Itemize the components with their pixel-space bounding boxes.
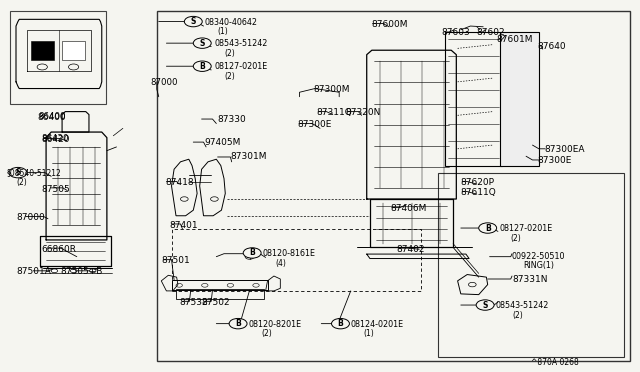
Text: 86420: 86420 (42, 135, 70, 144)
Bar (10, 11, 106, 104)
Text: ^870A 0268: ^870A 0268 (531, 358, 579, 367)
Text: (4): (4) (275, 259, 286, 267)
Text: 08124-0201E: 08124-0201E (351, 320, 404, 329)
Text: 87301M: 87301M (230, 153, 267, 161)
Circle shape (68, 64, 79, 70)
Text: 87300EA: 87300EA (544, 145, 584, 154)
Text: 87505: 87505 (42, 185, 70, 194)
Text: (2): (2) (224, 72, 235, 81)
Text: 87601M: 87601M (496, 35, 532, 44)
Text: 86400: 86400 (39, 112, 66, 121)
Circle shape (243, 248, 261, 258)
Circle shape (193, 61, 211, 71)
Bar (445, 32, 502, 166)
Circle shape (184, 16, 202, 27)
Text: (2): (2) (16, 178, 27, 187)
Circle shape (90, 269, 96, 273)
Text: S: S (15, 168, 20, 177)
Text: 87330: 87330 (218, 115, 246, 124)
Text: 08543-51242: 08543-51242 (496, 301, 549, 310)
Text: 66860R: 66860R (42, 245, 77, 254)
Circle shape (9, 167, 27, 178)
Text: 87300E: 87300E (298, 120, 332, 129)
Text: B: B (338, 319, 343, 328)
Bar (62, 41, 85, 60)
Circle shape (51, 269, 58, 273)
Text: 87620P: 87620P (461, 178, 495, 187)
Text: 86400: 86400 (37, 113, 65, 122)
Circle shape (332, 318, 349, 329)
Text: 87300E: 87300E (538, 156, 572, 165)
Text: (2): (2) (512, 311, 523, 320)
Text: 97405M: 97405M (205, 138, 241, 147)
Text: (2): (2) (224, 49, 235, 58)
Text: 87505+B: 87505+B (61, 267, 103, 276)
Text: 87401: 87401 (170, 221, 198, 230)
Circle shape (479, 223, 497, 233)
Text: 87502: 87502 (202, 298, 230, 307)
Text: 08340-40642: 08340-40642 (205, 18, 258, 27)
Bar (438, 173, 624, 357)
Text: 87406M: 87406M (390, 204, 427, 213)
Text: S: S (191, 17, 196, 26)
Text: 08127-0201E: 08127-0201E (499, 224, 552, 233)
Text: 87532: 87532 (179, 298, 208, 307)
Text: 87000: 87000 (150, 78, 178, 87)
Text: 08120-8161E: 08120-8161E (262, 249, 316, 258)
Text: RING(1): RING(1) (524, 261, 554, 270)
Text: 86420: 86420 (42, 134, 69, 143)
Text: 87418: 87418 (165, 178, 194, 187)
Text: 87600M: 87600M (371, 20, 408, 29)
Text: B: B (250, 248, 255, 257)
Text: 87320N: 87320N (346, 108, 381, 117)
Text: 87300M: 87300M (314, 85, 350, 94)
Bar (157, 11, 630, 361)
Text: S: S (483, 301, 488, 310)
Text: 87311Q: 87311Q (317, 108, 353, 117)
Circle shape (70, 269, 77, 273)
Text: (1): (1) (364, 329, 374, 338)
Text: 00922-50510: 00922-50510 (512, 252, 566, 261)
Text: 87000: 87000 (16, 213, 45, 222)
Bar (176, 289, 264, 299)
Text: 87602: 87602 (477, 28, 506, 37)
Bar (500, 32, 539, 166)
Text: B: B (200, 62, 205, 71)
Text: 87402: 87402 (397, 245, 426, 254)
Text: B: B (485, 224, 490, 232)
Text: S: S (200, 39, 205, 48)
Text: (2): (2) (261, 329, 272, 338)
Circle shape (229, 318, 247, 329)
Text: 08127-0201E: 08127-0201E (214, 62, 268, 71)
Text: 08120-8201E: 08120-8201E (248, 320, 301, 329)
Circle shape (476, 300, 494, 310)
Text: (2): (2) (511, 234, 522, 243)
Text: §08540-51212: §08540-51212 (6, 169, 61, 177)
Text: 87611Q: 87611Q (461, 188, 497, 197)
Text: 87501A: 87501A (16, 267, 51, 276)
Bar (172, 280, 268, 290)
Text: 08543-51242: 08543-51242 (214, 39, 268, 48)
Text: 87331N: 87331N (512, 275, 547, 284)
Text: B: B (236, 319, 241, 328)
Circle shape (193, 38, 211, 48)
Text: 87640: 87640 (538, 42, 566, 51)
Bar (31, 41, 54, 60)
Text: (1): (1) (218, 27, 228, 36)
Text: 87603: 87603 (442, 28, 470, 37)
Text: 87501: 87501 (161, 256, 190, 265)
Circle shape (37, 64, 47, 70)
